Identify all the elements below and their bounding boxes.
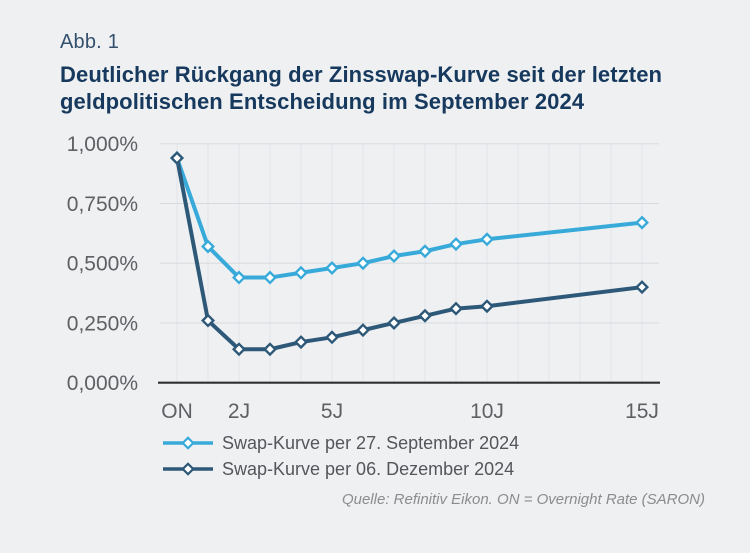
series-marker-1 (635, 280, 649, 295)
series-marker-0 (201, 239, 215, 254)
series-marker-0 (387, 249, 401, 264)
series-marker-1 (294, 335, 308, 350)
x-tick-label: 5J (321, 400, 343, 423)
series-marker-1 (418, 308, 432, 323)
series-marker-0 (263, 270, 277, 285)
figure-title-line2: geldpolitischen Entscheidung im Septembe… (60, 89, 585, 114)
series-marker-1 (201, 313, 215, 328)
y-tick-label: 0,000% (67, 372, 138, 395)
figure-title-line1: Deutlicher Rückgang der Zinsswap-Kurve s… (60, 62, 663, 87)
legend-line-diamond-icon (163, 436, 213, 450)
legend-label-december: Swap-Kurve per 06. Dezember 2024 (222, 458, 515, 479)
x-tick-label: 15J (625, 400, 659, 423)
series-marker-0 (635, 215, 649, 230)
series-marker-1 (170, 151, 184, 166)
x-tick-label: ON (161, 400, 193, 423)
series-marker-0 (480, 232, 494, 247)
series-marker-1 (480, 299, 494, 314)
x-tick-label: 2J (228, 400, 250, 423)
series-marker-1 (263, 342, 277, 357)
legend-item-december: Swap-Kurve per 06. Dezember 2024 (161, 456, 519, 482)
series-marker-0 (294, 265, 308, 280)
series-marker-1 (449, 301, 463, 316)
y-tick-label: 0,250% (67, 312, 138, 335)
series-marker-0 (356, 256, 370, 271)
legend-item-september: Swap-Kurve per 27. September 2024 (161, 430, 519, 456)
chart-legend: Swap-Kurve per 27. September 2024 Swap-K… (161, 430, 519, 482)
series-marker-1 (356, 323, 370, 338)
series-marker-1 (232, 342, 246, 357)
y-tick-label: 1,000% (67, 133, 138, 156)
series-line-0 (175, 156, 644, 280)
series-marker-1 (387, 315, 401, 330)
series-marker-0 (418, 244, 432, 259)
series-marker-1 (325, 330, 339, 345)
x-tick-label: 10J (470, 400, 504, 423)
figure-label: Abb. 1 (60, 31, 120, 53)
y-tick-label: 0,500% (67, 253, 138, 276)
series-marker-0 (449, 237, 463, 252)
legend-label-september: Swap-Kurve per 27. September 2024 (222, 432, 520, 453)
series-marker-0 (232, 270, 246, 285)
source-note: Quelle: Refinitiv Eikon. ON = Overnight … (341, 491, 705, 508)
figure-title: Deutlicher Rückgang der Zinsswap-Kurve s… (60, 61, 720, 115)
series-marker-0 (325, 260, 339, 275)
y-tick-label: 0,750% (67, 193, 138, 216)
legend-line-diamond-icon (163, 462, 213, 476)
